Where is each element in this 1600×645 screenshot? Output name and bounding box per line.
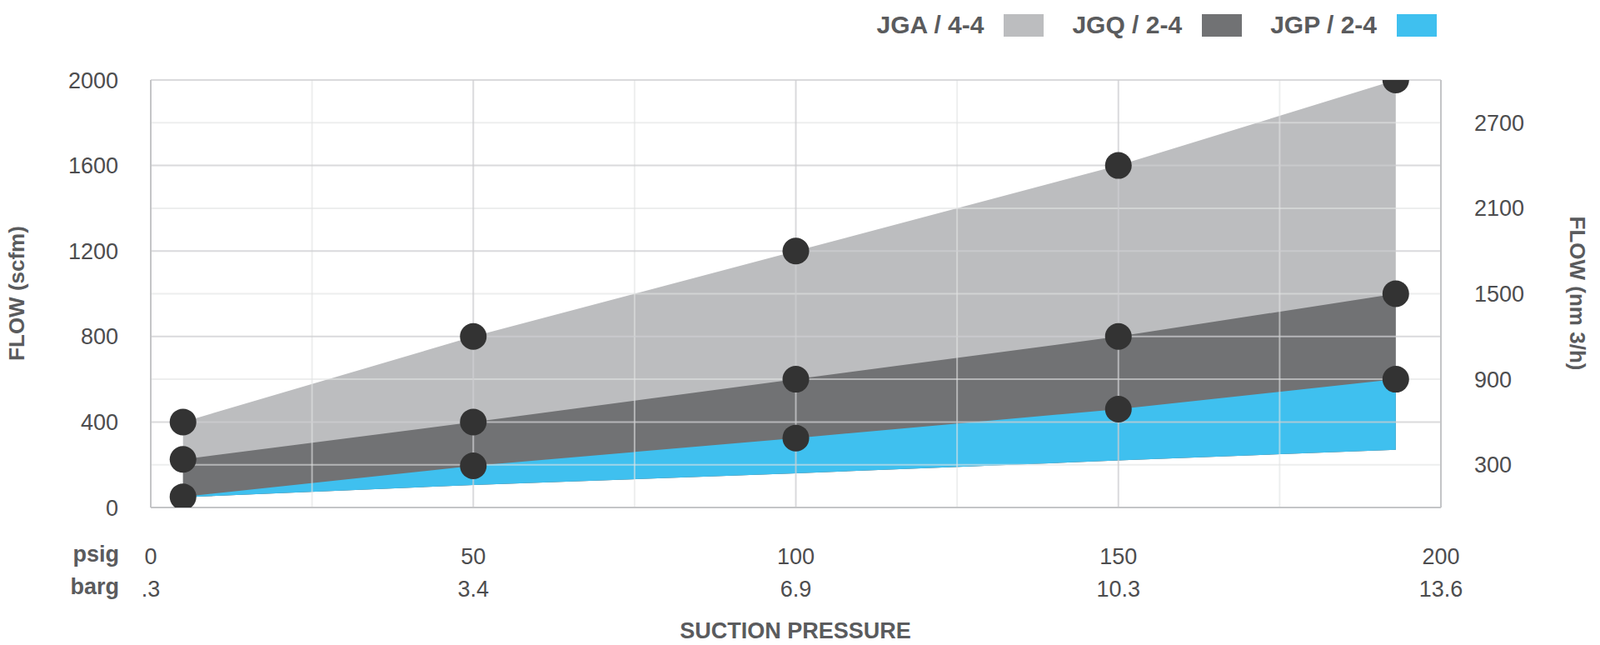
svg-text:2000: 2000 [68, 68, 119, 94]
svg-text:6.9: 6.9 [780, 576, 813, 602]
svg-text:50: 50 [460, 543, 486, 569]
svg-text:barg: barg [69, 573, 120, 599]
svg-text:1600: 1600 [68, 153, 119, 179]
svg-text:10.3: 10.3 [1096, 576, 1141, 602]
svg-text:FLOW (nm 3/h): FLOW (nm 3/h) [1565, 216, 1591, 371]
svg-text:FLOW (scfm): FLOW (scfm) [6, 225, 30, 361]
svg-text:2100: 2100 [1474, 195, 1525, 221]
svg-text:.3: .3 [141, 576, 161, 602]
svg-text:0: 0 [144, 543, 157, 569]
svg-text:150: 150 [1099, 543, 1137, 569]
svg-text:800: 800 [80, 323, 119, 349]
svg-text:3.4: 3.4 [457, 576, 489, 602]
svg-text:1200: 1200 [68, 239, 119, 265]
html-text:JGQ / 2-4: JGQ / 2-4 [1072, 10, 1182, 39]
svg-text:2700: 2700 [1474, 110, 1525, 136]
svg-text:SUCTION PRESSURE: SUCTION PRESSURE [679, 618, 912, 643]
svg-text:1500: 1500 [1474, 281, 1525, 307]
svg-text:100: 100 [777, 543, 815, 569]
svg-text:psig: psig [72, 541, 120, 567]
svg-text:13.6: 13.6 [1419, 576, 1464, 602]
html-text:JGP / 2-4: JGP / 2-4 [1270, 10, 1377, 39]
html-text:JGA / 4-4: JGA / 4-4 [876, 10, 984, 39]
svg-text:200: 200 [1421, 543, 1460, 569]
svg-text:400: 400 [80, 409, 119, 435]
svg-text:300: 300 [1474, 452, 1512, 478]
svg-text:900: 900 [1474, 367, 1512, 393]
svg-text:0: 0 [105, 495, 119, 521]
